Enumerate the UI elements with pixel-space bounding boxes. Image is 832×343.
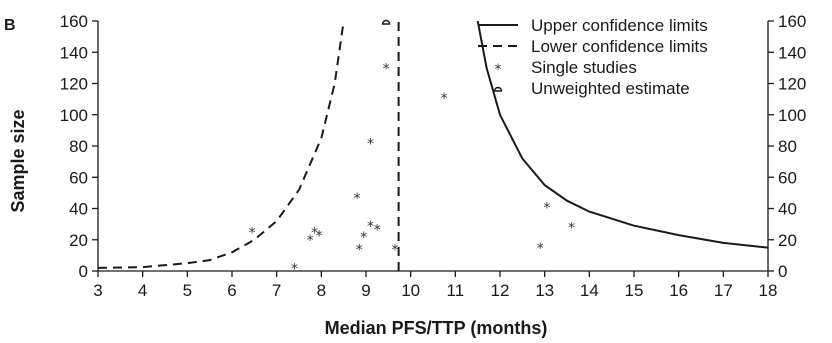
- upper-confidence-curve: [476, 21, 768, 249]
- x-tick-label: 18: [759, 281, 778, 300]
- x-tick-label: 8: [317, 281, 326, 300]
- x-tick-label: 10: [401, 281, 420, 300]
- study-point: *: [249, 225, 256, 241]
- study-point: *: [356, 243, 363, 259]
- y-right-tick-label: 140: [778, 43, 806, 62]
- y-tick-label: 160: [60, 12, 88, 31]
- y-tick-label: 100: [60, 106, 88, 125]
- y-right-tick-label: 120: [778, 75, 806, 94]
- study-point: *: [311, 225, 318, 241]
- x-tick-label: 3: [93, 281, 102, 300]
- y-right-tick-label: 80: [778, 137, 797, 156]
- legend-label: Unweighted estimate: [531, 79, 690, 98]
- y-right-tick-label: 0: [778, 262, 787, 281]
- y-right-tick-label: 100: [778, 106, 806, 125]
- x-tick-label: 13: [535, 281, 554, 300]
- y-tick-label: 140: [60, 43, 88, 62]
- legend-label: Lower confidence limits: [531, 37, 708, 56]
- x-tick-label: 7: [272, 281, 281, 300]
- study-point: *: [543, 200, 550, 216]
- study-point: *: [374, 222, 381, 238]
- legend-label: Upper confidence limits: [531, 16, 708, 35]
- y-tick-label: 120: [60, 75, 88, 94]
- y-axis-title: Sample size: [8, 109, 28, 212]
- x-tick-label: 6: [227, 281, 236, 300]
- x-tick-label: 11: [447, 281, 465, 300]
- unweighted-estimate-point: [381, 19, 391, 25]
- study-point: *: [354, 191, 361, 207]
- study-point: *: [367, 136, 374, 152]
- x-tick-label: 12: [491, 281, 510, 300]
- panel-label: B: [4, 17, 16, 34]
- y-tick-label: 40: [69, 200, 88, 219]
- y-right-tick-label: 40: [778, 200, 797, 219]
- y-tick-label: 20: [69, 231, 88, 250]
- study-point: *: [441, 91, 448, 107]
- study-point: *: [291, 261, 298, 277]
- x-tick-label: 16: [669, 281, 688, 300]
- x-tick-label: 9: [361, 281, 370, 300]
- plot-area: 3 4 5 6 7 8 9 10 11 12 13 14 15 16 17 18020406080100120…: [60, 12, 807, 300]
- x-tick-label: 17: [714, 281, 733, 300]
- x-axis-title: Median PFS/TTP (months): [325, 318, 548, 338]
- y-right-tick-label: 20: [778, 231, 797, 250]
- legend-open-marker-swatch: [493, 86, 503, 92]
- y-tick-label: 80: [69, 137, 88, 156]
- lower-confidence-curve: [98, 21, 345, 269]
- study-point: *: [537, 241, 544, 257]
- legend-star-swatch: *: [495, 62, 502, 78]
- x-tick-label: 4: [138, 281, 147, 300]
- study-point: *: [568, 221, 575, 237]
- study-point: *: [367, 219, 374, 235]
- study-point: *: [383, 61, 390, 77]
- study-point: *: [307, 233, 314, 249]
- x-tick-label: 15: [625, 281, 644, 300]
- legend: Upper confidence limits Lower confidence …: [478, 16, 708, 98]
- legend-label: Single studies: [531, 58, 637, 77]
- x-tick-label: 14: [580, 281, 599, 300]
- y-tick-label: 0: [79, 262, 88, 281]
- study-point: *: [316, 229, 323, 245]
- study-point: *: [392, 243, 399, 259]
- x-tick-label: 5: [183, 281, 192, 300]
- study-point: *: [360, 230, 367, 246]
- y-right-tick-label: 60: [778, 168, 797, 187]
- y-tick-label: 60: [69, 168, 88, 187]
- y-right-tick-label: 160: [778, 12, 806, 31]
